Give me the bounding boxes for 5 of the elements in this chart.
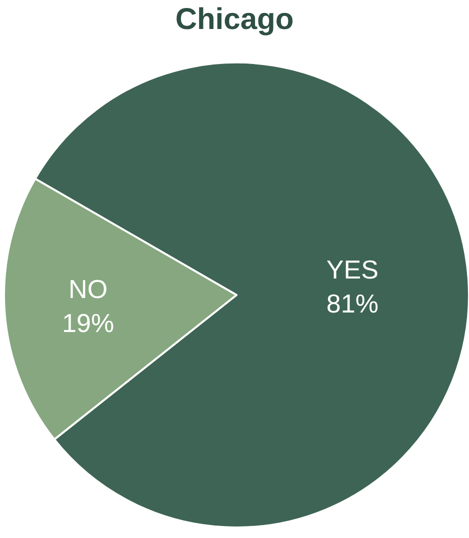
slice-label: NO [68,274,108,304]
chart-title: Chicago [175,3,294,36]
data-label: 81% [326,288,378,318]
slice-label: YES [326,254,378,285]
data-label: 19% [62,308,114,338]
